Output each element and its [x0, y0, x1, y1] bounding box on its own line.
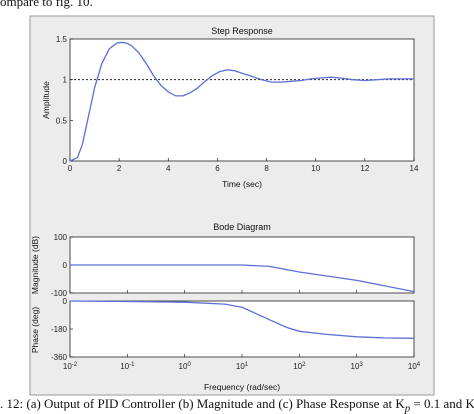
step-xtick-label: 14 [410, 164, 419, 173]
caption-top: ompare to fig. 10. [0, 0, 93, 9]
step-response-ylabel: Amplitude [41, 81, 51, 119]
magnitude-ytick-label: 0 [63, 261, 68, 270]
step-xtick-label: 12 [360, 164, 369, 173]
step-response-line [69, 41, 414, 162]
step-xtick-label: 8 [264, 164, 269, 173]
phase-xtick-label: 102 [293, 362, 306, 371]
phase-xtick-label: 104 [408, 362, 421, 371]
magnitude-axes: Bode Diagram Magnitude (dB) 100 0 -100 [30, 222, 415, 298]
step-ytick-label: 0.5 [56, 116, 68, 125]
phase-plot [69, 300, 415, 339]
phase-line [69, 300, 415, 339]
magnitude-ytick-label: 100 [54, 233, 68, 242]
frequency-xlabel: Frequency (rad/sec) [204, 382, 280, 392]
magnitude-line [70, 264, 415, 293]
step-response-ticks: 0 2 4 6 8 10 12 14 0 0.5 1 1.5 [56, 35, 419, 173]
caption-kp-subscript: p [404, 402, 411, 414]
magnitude-plot [70, 264, 415, 293]
phase-ylabel: Phase (deg) [30, 307, 40, 353]
magnitude-ylabel: Magnitude (dB) [30, 236, 40, 294]
phase-xtick-label: 101 [236, 362, 249, 371]
step-xtick-label: 10 [311, 164, 320, 173]
phase-axes: Phase (deg) Frequency (rad/sec) 0 -180 -36… [30, 297, 421, 392]
phase-ytick-label: -360 [51, 353, 68, 362]
phase-xtick-label: 10-2 [63, 362, 78, 371]
caption-bottom-text: . 12: (a) Output of PID Controller (b) M… [0, 396, 405, 411]
step-xtick-label: 2 [117, 164, 122, 173]
step-ytick-label: 1 [63, 76, 68, 85]
phase-xtick-label: 10-1 [120, 362, 135, 371]
caption-kp-value: = 0.1 and K [410, 396, 474, 411]
magnitude-ytick-label: -100 [51, 289, 68, 298]
step-response-xlabel: Time (sec) [222, 179, 262, 189]
magnitude-ticks: 100 0 -100 [51, 233, 415, 298]
step-ytick-label: 1.5 [56, 35, 68, 44]
matlab-figure: Step Response Time (sec) Amplitude 0 2 4 6 8… [29, 15, 435, 396]
phase-xtick-label: 100 [179, 362, 192, 371]
step-xtick-label: 4 [166, 164, 171, 173]
step-xtick-label: 0 [68, 164, 73, 173]
phase-ytick-label: -180 [51, 325, 68, 334]
step-response-plot [69, 41, 414, 162]
phase-ytick-label: 0 [63, 297, 68, 306]
bode-diagram-title: Bode Diagram [213, 222, 271, 232]
step-response-title: Step Response [211, 26, 273, 36]
step-response-axes: Step Response Time (sec) Amplitude 0 2 4 6 8… [41, 26, 419, 189]
phase-xtick-label: 103 [351, 362, 364, 371]
step-ytick-label: 0 [63, 157, 68, 166]
caption-bottom: . 12: (a) Output of PID Controller (b) M… [0, 396, 474, 414]
step-xtick-label: 6 [215, 164, 220, 173]
